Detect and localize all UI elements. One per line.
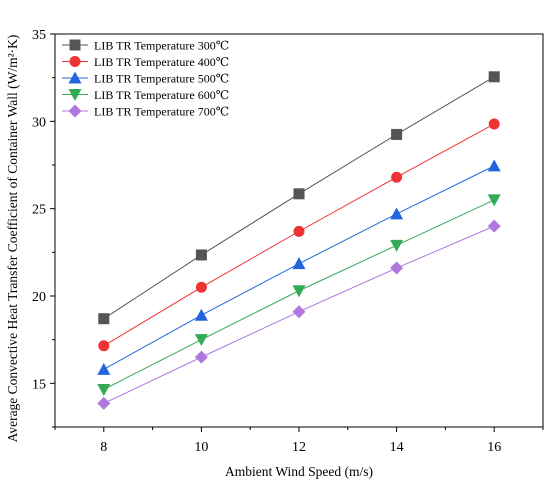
y-tick-label: 20 — [32, 290, 46, 305]
x-tick-label: 8 — [100, 440, 107, 455]
data-point-triangle-up — [487, 159, 501, 172]
legend-label: LIB TR Temperature 700℃ — [94, 105, 229, 119]
data-point-triangle-down — [292, 285, 306, 298]
data-point-triangle-down — [194, 334, 208, 347]
x-tick-label: 14 — [390, 440, 404, 455]
data-point-circle — [195, 281, 207, 293]
legend-marker — [68, 104, 82, 118]
data-point-square — [293, 188, 305, 200]
data-point-triangle-up — [292, 257, 306, 270]
x-axis-title: Ambient Wind Speed (m/s) — [225, 464, 373, 479]
y-tick-label: 30 — [32, 115, 46, 130]
data-point-triangle-down — [97, 383, 111, 396]
y-axis-title: Average Convective Heat Transfer Coeffic… — [5, 35, 20, 443]
series-lines — [103, 76, 495, 404]
data-point-square — [488, 71, 500, 83]
data-point-diamond — [487, 219, 501, 233]
data-point-square — [195, 249, 207, 261]
legend-label: LIB TR Temperature 400℃ — [94, 55, 229, 69]
legend-marker — [69, 56, 81, 67]
data-point-diamond — [292, 305, 306, 319]
legend-label: LIB TR Temperature 600℃ — [94, 88, 229, 102]
data-point-square — [98, 313, 110, 325]
data-point-circle — [98, 340, 110, 352]
data-point-triangle-up — [97, 362, 111, 375]
legend-marker — [69, 39, 81, 51]
data-point-square — [391, 128, 403, 140]
x-tick-label: 10 — [194, 440, 208, 455]
data-point-circle — [488, 118, 500, 130]
y-tick-label: 35 — [32, 28, 46, 43]
data-point-circle — [391, 171, 403, 183]
legend-label: LIB TR Temperature 300℃ — [94, 39, 229, 53]
data-point-triangle-up — [390, 207, 404, 220]
legend: LIB TR Temperature 300℃ LIB TR Temperatur… — [62, 39, 229, 119]
legend-marker — [68, 71, 82, 84]
x-axis-ticks: 8 10 12 14 16 — [54, 427, 544, 455]
data-point-diamond — [390, 261, 404, 275]
data-point-triangle-down — [390, 239, 404, 252]
y-axis-ticks: 15 20 25 30 35 — [32, 28, 55, 428]
data-point-triangle-down — [487, 194, 501, 207]
data-point-circle — [293, 225, 305, 237]
series-markers — [97, 71, 501, 410]
legend-marker — [68, 89, 82, 101]
legend-label: LIB TR Temperature 500℃ — [94, 72, 229, 86]
data-point-diamond — [97, 396, 111, 410]
y-tick-label: 25 — [32, 203, 46, 218]
data-point-diamond — [194, 350, 208, 364]
x-tick-label: 16 — [487, 440, 501, 455]
x-tick-label: 12 — [292, 440, 306, 455]
y-tick-label: 15 — [32, 377, 46, 392]
data-point-triangle-up — [194, 308, 208, 321]
